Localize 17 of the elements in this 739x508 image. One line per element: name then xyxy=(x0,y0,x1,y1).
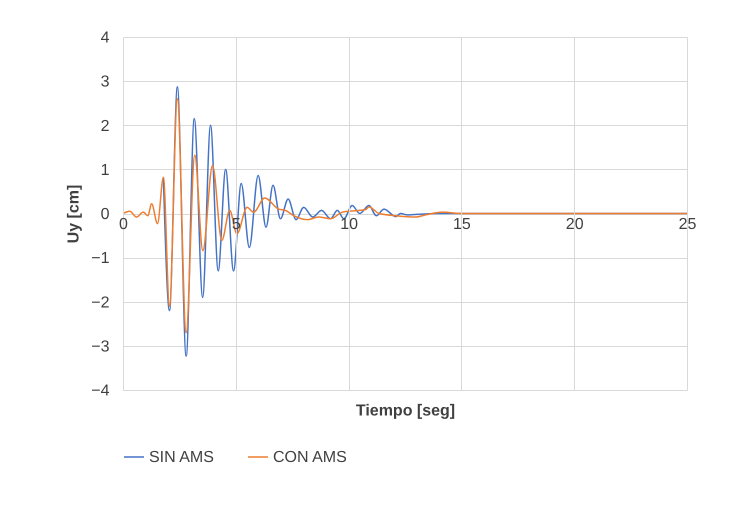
x-tick-label: 15 xyxy=(453,216,471,233)
x-tick-label: 20 xyxy=(566,216,584,233)
y-tick-label: 3 xyxy=(100,74,110,91)
y-tick-label: −2 xyxy=(91,294,110,312)
x-axis-title: Tiempo [seg] xyxy=(356,402,456,420)
y-tick-label: 1 xyxy=(100,162,110,179)
x-tick-label: 25 xyxy=(678,216,696,233)
y-tick-label: 2 xyxy=(100,118,110,135)
y-tick-label: −4 xyxy=(91,382,110,400)
x-tick-label: 0 xyxy=(119,216,128,233)
y-tick-label: −3 xyxy=(91,338,110,356)
y-tick-label: 4 xyxy=(100,30,110,46)
legend-label: CON AMS xyxy=(273,449,347,466)
x-tick-label: 10 xyxy=(340,216,358,233)
y-axis-title: Uy [cm] xyxy=(65,184,82,244)
y-tick-label: −1 xyxy=(91,250,110,268)
legend-label: SIN AMS xyxy=(149,449,214,466)
